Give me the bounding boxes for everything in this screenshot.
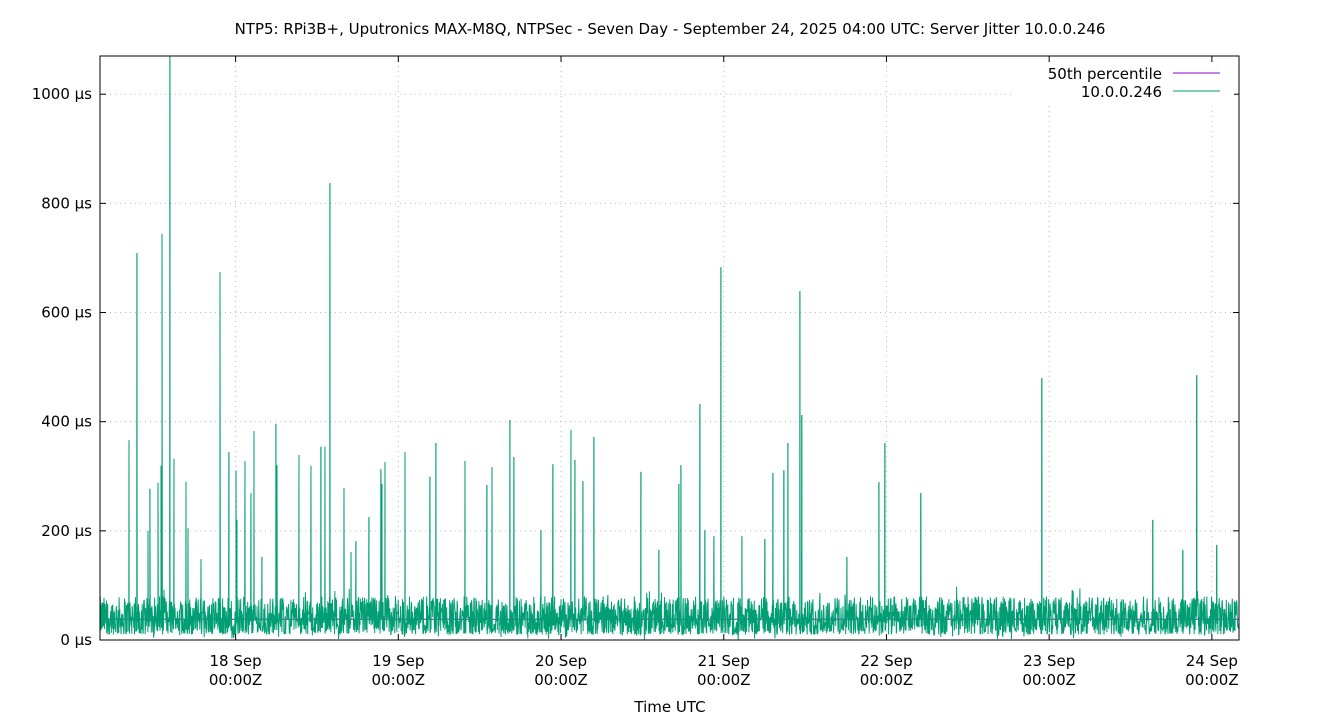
- chart-title: NTP5: RPi3B+, Uputronics MAX-M8Q, NTPSec…: [235, 20, 1106, 38]
- y-tick-label: 400 µs: [41, 413, 92, 431]
- x-tick-label-time: 00:00Z: [860, 671, 914, 689]
- legend: 50th percentile 10.0.0.246: [1012, 62, 1234, 102]
- grid: [100, 56, 1239, 640]
- legend-label-median: 50th percentile: [1048, 65, 1162, 83]
- x-axis-label: Time UTC: [633, 698, 705, 716]
- y-tick-label: 800 µs: [41, 194, 92, 212]
- plot-border: [99, 55, 1240, 641]
- plot-area: [99, 55, 1240, 640]
- x-tick-label-date: 19 Sep: [372, 652, 424, 670]
- x-tick-label-time: 00:00Z: [209, 671, 263, 689]
- server-jitter-line: [99, 55, 1240, 640]
- legend-label-server: 10.0.0.246: [1081, 83, 1162, 101]
- x-tick-label-date: 20 Sep: [535, 652, 587, 670]
- x-tick-label-date: 23 Sep: [1023, 652, 1075, 670]
- x-tick-label-date: 24 Sep: [1186, 652, 1238, 670]
- y-tick-label: 0 µs: [60, 631, 92, 649]
- x-tick-label-date: 21 Sep: [698, 652, 750, 670]
- x-tick-label-time: 00:00Z: [1185, 671, 1239, 689]
- x-tick-label-date: 22 Sep: [860, 652, 912, 670]
- x-tick-label-time: 00:00Z: [1022, 671, 1076, 689]
- axes: 0 µs 200 µs 400 µs 600 µs 800 µs 1000 µs 18 Se…: [32, 56, 1239, 689]
- x-tick-label-time: 00:00Z: [372, 671, 426, 689]
- y-tick-label: 1000 µs: [32, 85, 92, 103]
- x-tick-label-date: 18 Sep: [210, 652, 262, 670]
- x-tick-label-time: 00:00Z: [697, 671, 751, 689]
- y-tick-label: 200 µs: [41, 522, 92, 540]
- x-tick-label-time: 00:00Z: [534, 671, 588, 689]
- y-tick-label: 600 µs: [41, 304, 92, 322]
